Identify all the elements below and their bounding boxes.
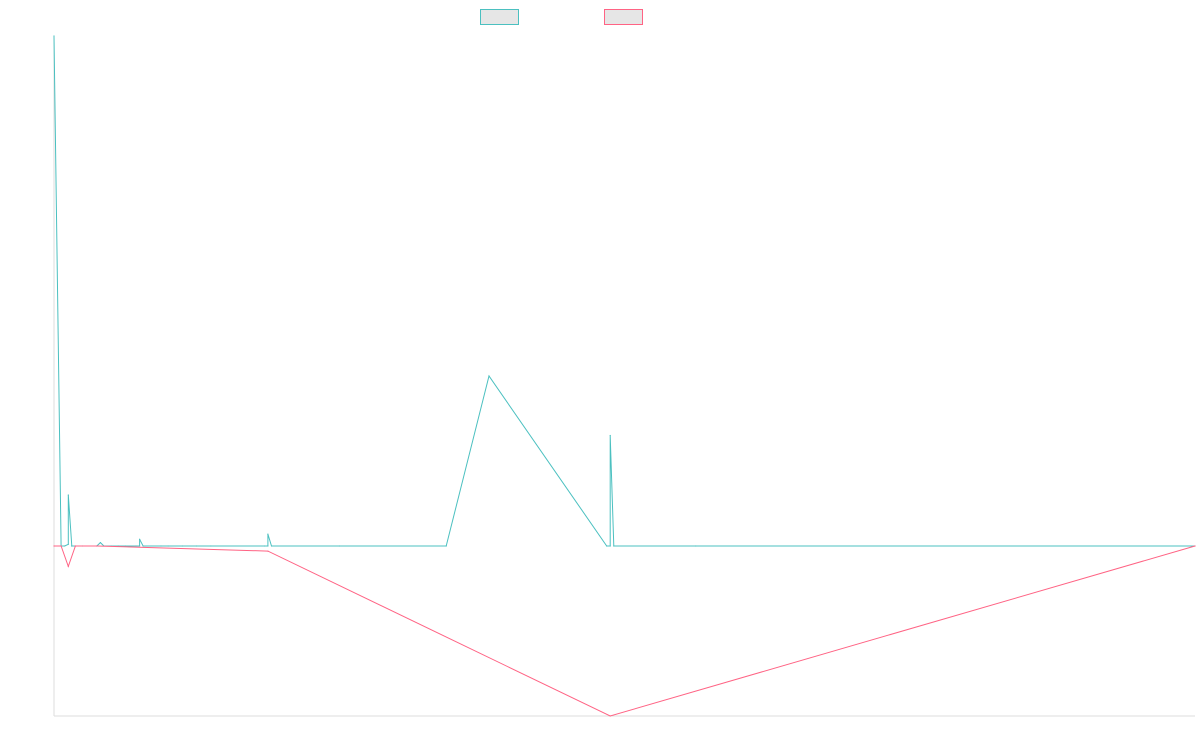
data-point-1-23[interactable]: [210, 545, 212, 547]
data-point-1-10[interactable]: [99, 542, 101, 544]
data-point-1-33[interactable]: [609, 434, 611, 437]
legend-swatch-series-1[interactable]: [480, 9, 519, 25]
data-point-1-20[interactable]: [167, 545, 169, 547]
series-line-1: [53, 35, 1195, 547]
data-point-1-28[interactable]: [338, 545, 340, 547]
data-point-2-0[interactable]: [53, 545, 55, 547]
data-point-1-34[interactable]: [613, 545, 615, 547]
data-point-2-2[interactable]: [67, 565, 69, 568]
data-point-1-16[interactable]: [139, 545, 141, 547]
data-point-1-27[interactable]: [270, 545, 273, 547]
data-point-2-1[interactable]: [60, 545, 62, 547]
data-point-1-30[interactable]: [488, 375, 490, 377]
data-point-2-7[interactable]: [1194, 545, 1196, 547]
data-point-1-25[interactable]: [267, 545, 269, 547]
data-point-1-18[interactable]: [142, 545, 144, 547]
data-point-1-24[interactable]: [263, 545, 265, 547]
data-point-2-3[interactable]: [74, 545, 76, 547]
data-point-1-14[interactable]: [124, 545, 126, 547]
data-point-1-26[interactable]: [267, 533, 269, 535]
data-point-2-6[interactable]: [609, 715, 611, 717]
data-point-1-6[interactable]: [71, 545, 73, 547]
data-point-1-4[interactable]: [67, 494, 69, 496]
data-point-2-5[interactable]: [267, 550, 269, 552]
data-point-1-17[interactable]: [139, 538, 141, 540]
data-point-1-2[interactable]: [64, 545, 66, 547]
data-point-1-32[interactable]: [609, 545, 611, 547]
data-point-1-3[interactable]: [67, 543, 69, 545]
data-point-1-35[interactable]: [695, 545, 697, 547]
data-point-1-31[interactable]: [606, 545, 608, 547]
legend-swatch-series-2[interactable]: [604, 9, 643, 25]
series-line-2: [54, 545, 1196, 717]
data-point-1-29[interactable]: [445, 545, 447, 547]
data-point-2-4[interactable]: [96, 545, 98, 547]
data-point-1-0[interactable]: [53, 35, 55, 37]
data-point-1-21[interactable]: [181, 545, 183, 547]
data-point-1-19[interactable]: [160, 545, 162, 547]
data-point-1-22[interactable]: [196, 545, 198, 547]
data-point-1-15[interactable]: [135, 545, 137, 547]
